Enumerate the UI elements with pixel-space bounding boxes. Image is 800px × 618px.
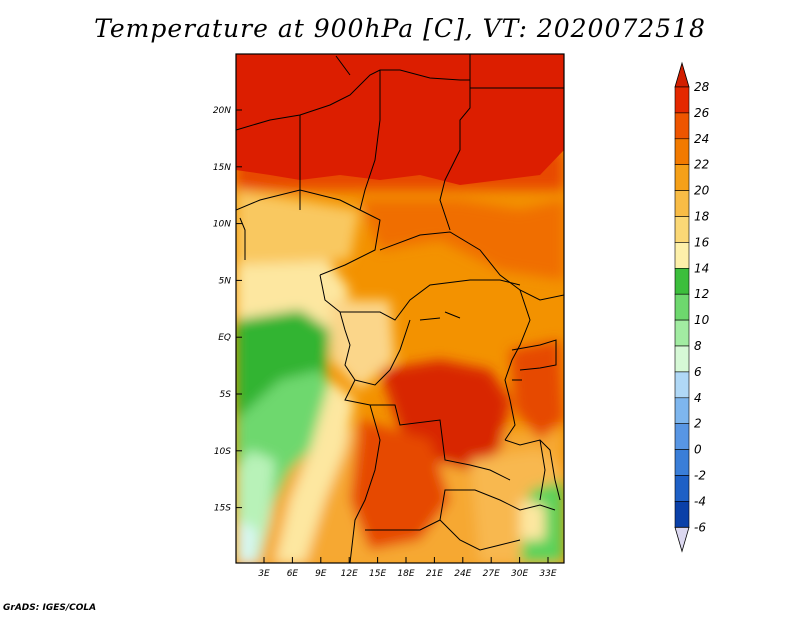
colorbar-swatch <box>674 475 690 502</box>
colorbar-label: 16 <box>694 235 710 249</box>
lon-tick-label: 3E <box>258 569 270 579</box>
colorbar-swatch <box>674 371 690 399</box>
colorbar-swatch <box>674 397 690 424</box>
colorbar-swatch <box>674 449 690 476</box>
grads-credit: GrADS: IGES/COLA <box>3 603 97 613</box>
colorbar-swatch <box>674 293 690 321</box>
colorbar-label: -6 <box>694 520 706 534</box>
colorbar-swatch <box>674 138 690 166</box>
colorbar-swatch <box>674 345 690 373</box>
colorbar-swatch <box>674 112 690 140</box>
lon-tick-label: 30E <box>511 569 528 579</box>
lat-tick-label: EQ <box>218 333 231 343</box>
colorbar-label: 4 <box>694 391 702 405</box>
colorbar-label: 26 <box>694 106 710 120</box>
colorbar-swatch <box>674 501 690 528</box>
colorbar-label: 18 <box>694 210 710 224</box>
lat-tick-label: 15N <box>213 163 231 173</box>
lat-tick-label: 20N <box>213 106 231 116</box>
colorbar-min-arrow <box>674 526 690 553</box>
plot-frame <box>235 53 565 564</box>
map-title: Temperature at 900hPa [C], VT: 202007251… <box>94 14 706 43</box>
colorbar-swatch <box>674 242 690 269</box>
colorbar-label: 12 <box>694 287 709 301</box>
longitude-axis: 3E 6E 9E 12E 15E 18E 21E 24E 27E 30E 33E <box>258 557 557 579</box>
colorbar-label: -2 <box>694 469 706 483</box>
lon-tick-label: 12E <box>341 569 358 579</box>
lon-tick-label: 18E <box>397 569 414 579</box>
colorbar-label: -4 <box>694 494 706 508</box>
lat-tick-label: 10S <box>214 447 231 457</box>
lat-tick-label: 5N <box>219 276 232 286</box>
lon-tick-label: 27E <box>483 569 500 579</box>
colorbar-swatch <box>674 190 690 217</box>
lat-tick-label: 10N <box>213 220 231 230</box>
lon-tick-label: 21E <box>426 569 443 579</box>
colorbar-label: 20 <box>694 184 710 198</box>
lon-tick-label: 9E <box>315 569 327 579</box>
lat-tick-label: 15S <box>214 504 231 514</box>
colorbar-max-arrow <box>674 61 690 88</box>
colorbar-swatch <box>674 423 690 450</box>
lon-tick-label: 24E <box>454 569 471 579</box>
lon-tick-label: 33E <box>539 569 556 579</box>
latitude-axis: 20N 15N 10N 5N EQ 5S 10S 15S <box>213 106 242 514</box>
colorbar-swatch <box>674 267 690 295</box>
lon-tick-label: 15E <box>369 569 386 579</box>
colorbar-label: 10 <box>694 313 710 327</box>
colorbar-label: 24 <box>694 132 709 146</box>
temperature-field <box>236 54 564 563</box>
colorbar-label: 8 <box>694 339 702 353</box>
colorbar-swatch <box>674 216 690 243</box>
colorbar-label: 14 <box>694 261 709 275</box>
colorbar-swatch <box>674 319 690 347</box>
colorbar-label: 0 <box>694 443 702 457</box>
lon-tick-label: 6E <box>287 569 299 579</box>
colorbar-label: 22 <box>694 158 709 172</box>
colorbar-swatch <box>674 164 690 191</box>
colorbar-label: 2 <box>694 417 702 431</box>
colorbar-label: 6 <box>694 365 702 379</box>
country-borders <box>236 54 564 563</box>
colorbar-swatch <box>674 86 690 114</box>
lat-tick-label: 5S <box>220 390 232 400</box>
colorbar-label: 28 <box>694 80 710 94</box>
